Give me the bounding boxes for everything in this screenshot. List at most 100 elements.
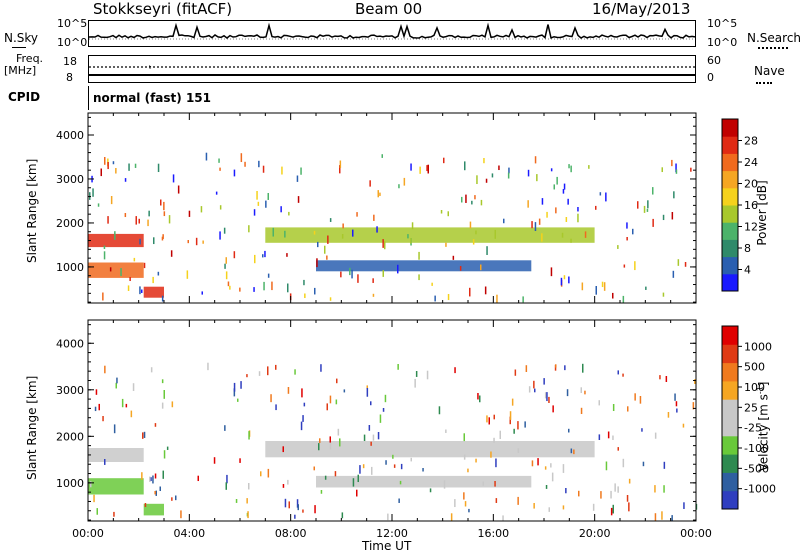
velocity-speckle [382,408,385,412]
velocity-speckle [329,436,331,443]
power-speckle [254,254,256,264]
velocity-speckle [377,432,380,440]
velocity-speckle [94,406,97,412]
velocity-speckle [96,508,98,515]
velocity-speckle [598,400,600,406]
velocity-speckle [627,406,629,412]
power-speckle [219,205,222,210]
nsky-trace [89,22,695,40]
velocity-band-4 [316,475,532,488]
power-speckle [550,168,553,172]
velocity-speckle [612,504,614,514]
power-speckle [153,237,155,245]
velocity-speckle [226,474,228,484]
velocity-colorbar-cell [722,344,738,364]
power-speckle [188,210,191,217]
power-speckle [239,287,241,292]
velocity-speckle [509,411,512,420]
power-speckle [661,167,663,173]
power-speckle [465,194,467,203]
velocity-speckle [482,481,484,486]
velocity-speckle [356,489,358,497]
power-colorbar-tick-label: 16 [744,199,758,212]
velocity-speckle [314,505,316,514]
velocity-frame [87,319,697,522]
velocity-speckle [598,434,601,440]
velocity-colorbar-cell [722,490,738,510]
power-speckle [418,274,420,281]
velocity-speckle [284,498,287,508]
power-speckle [662,292,665,297]
velocity-speckle [248,483,250,490]
velocity-ylabel: Slant Range [km] [25,375,39,480]
velocity-speckle [352,478,355,487]
velocity-speckle [154,423,157,427]
velocity-speckle [154,491,156,495]
velocity-speckle [302,509,304,513]
velocity-speckle [614,483,616,492]
velocity-speckle [162,470,164,479]
date-title: 16/May/2013 [592,0,691,18]
power-speckle [372,278,374,283]
velocity-speckle [663,461,666,469]
power-speckle [588,165,590,169]
power-speckle [623,264,626,268]
velocity-speckle [605,461,608,471]
velocity-speckle [528,386,531,393]
power-speckle [603,282,606,291]
velocity-speckle [288,501,290,509]
power-speckle [124,213,127,218]
power-speckle [112,161,115,165]
power-speckle [484,286,487,295]
velocity-speckle [397,364,399,370]
velocity-speckle [399,480,402,485]
cpid-label: CPID [8,90,41,104]
velocity-speckle [429,488,432,493]
power-speckle [326,255,328,260]
velocity-speckle [392,454,394,459]
power-speckle [152,276,154,284]
velocity-speckle [239,458,241,463]
power-speckle [577,213,579,223]
velocity-speckle [582,363,584,373]
power-speckle [427,164,429,174]
velocity-speckle [275,404,277,411]
velocity-speckle [359,465,361,474]
power-speckle [643,205,646,213]
velocity-speckle [98,403,100,411]
power-speckle [507,172,510,179]
cpid-bar [88,86,89,110]
power-speckle [356,212,358,217]
power-speckle [103,245,106,250]
velocity-speckle [617,447,619,451]
velocity-speckle [113,424,116,434]
xtick-label: 12:00 [376,527,408,540]
velocity-speckle [514,369,517,376]
power-speckle [134,163,137,168]
power-speckle [612,292,614,299]
velocity-speckle [357,474,359,483]
power-band-2 [143,286,164,298]
power-speckle [317,241,319,248]
power-speckle [352,229,354,237]
power-speckle [147,219,149,227]
velocity-speckle [546,392,548,402]
velocity-speckle [246,498,248,504]
velocity-colorbar-tick-label: -25 [744,422,762,435]
power-speckle [257,201,260,206]
velocity-speckle [225,482,227,490]
velocity-speckle [143,431,146,438]
velocity-speckle [665,376,668,382]
velocity-speckle [531,460,534,467]
velocity-speckle [324,475,327,480]
power-speckle [452,255,455,260]
power-speckle [563,275,566,280]
power-speckle [476,175,478,185]
velocity-speckle [141,472,143,480]
velocity-speckle [267,366,269,376]
velocity-speckle [592,503,595,511]
power-speckle [645,286,647,290]
velocity-speckle [533,503,535,509]
power-speckle [652,218,654,227]
